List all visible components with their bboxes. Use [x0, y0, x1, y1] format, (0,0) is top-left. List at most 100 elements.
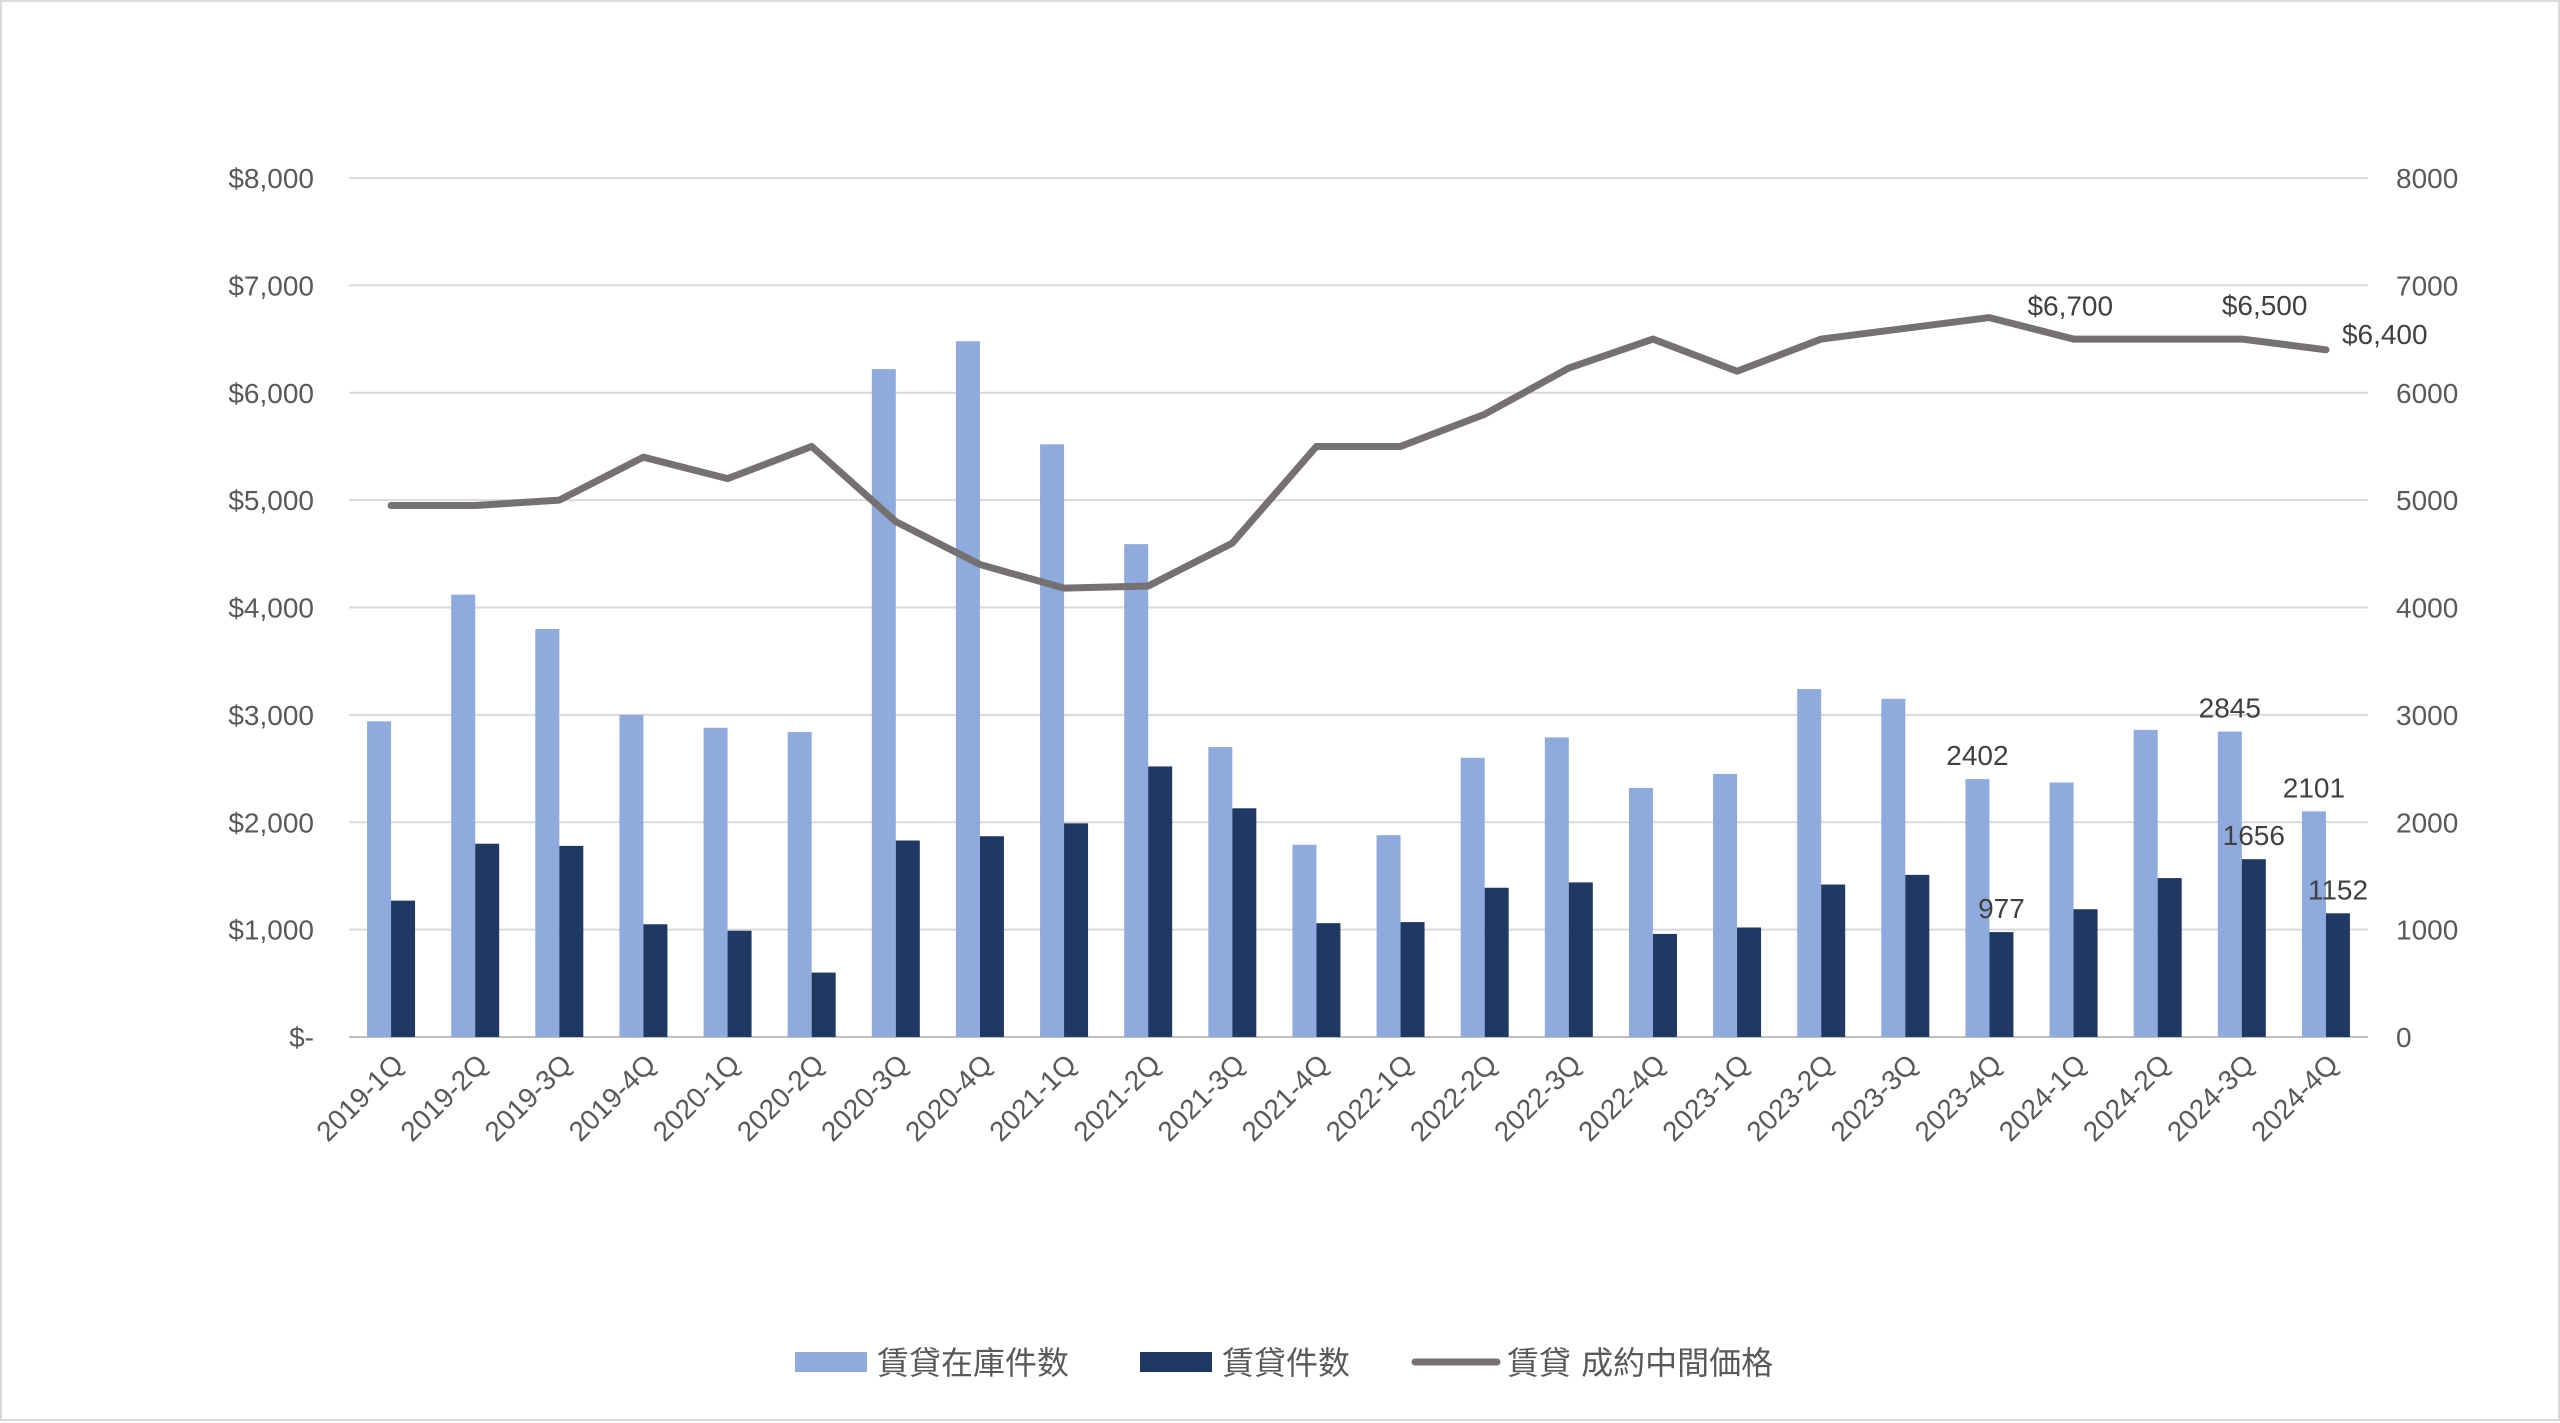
line-point — [2156, 338, 2159, 341]
x-tick-label: 2023-4Q — [1909, 1048, 2008, 1147]
bar — [643, 924, 668, 1037]
bar — [1905, 874, 1930, 1037]
data-labels: 2402 2845 2101 977 1656 1152 $6,700 $6,500 $6,40… — [1946, 290, 2427, 924]
left-axis: $- $1,000 $2,000 $3,000 $4,000 $5,000 $6,000 $7… — [228, 163, 314, 1053]
bar — [559, 845, 584, 1037]
bar — [1040, 444, 1065, 1037]
bar — [451, 594, 476, 1037]
line-point — [1063, 587, 1066, 590]
x-tick-label: 2020-3Q — [815, 1048, 914, 1147]
right-tick-label: 4000 — [2396, 593, 2458, 624]
x-tick-label: 2019-1Q — [310, 1048, 409, 1147]
bar — [1737, 927, 1762, 1037]
bar — [1544, 737, 1569, 1037]
bar — [1713, 773, 1738, 1037]
bar — [1797, 689, 1822, 1037]
bar — [2301, 811, 2326, 1037]
right-tick-label: 5000 — [2396, 485, 2458, 516]
bar — [727, 930, 752, 1037]
x-tick-label: 2023-2Q — [1740, 1048, 1839, 1147]
line-path — [387, 314, 2330, 592]
line-point — [1147, 585, 1150, 588]
bar — [1316, 923, 1341, 1037]
line-point — [642, 456, 645, 459]
x-tick-label: 2022-3Q — [1488, 1048, 1587, 1147]
bar — [703, 727, 728, 1037]
right-tick-label: 7000 — [2396, 270, 2458, 301]
bar — [2133, 729, 2158, 1037]
data-label: 2845 — [2199, 693, 2261, 724]
bar — [1484, 887, 1509, 1037]
bar — [1124, 544, 1149, 1037]
left-tick-label: $3,000 — [228, 700, 314, 731]
bar — [1148, 766, 1173, 1037]
x-tick-label: 2020-4Q — [899, 1048, 998, 1147]
data-label: 2402 — [1946, 740, 2008, 771]
right-tick-label: 3000 — [2396, 700, 2458, 731]
line-series — [387, 314, 2330, 592]
bar — [391, 900, 416, 1037]
bar — [1628, 787, 1653, 1037]
bar — [895, 840, 920, 1037]
line-point — [1988, 316, 1991, 319]
bar — [1376, 835, 1401, 1037]
x-tick-label: 2020-2Q — [731, 1048, 830, 1147]
bar — [1881, 698, 1906, 1037]
line-point — [2324, 348, 2327, 351]
x-tick-label: 2019-2Q — [394, 1048, 493, 1147]
bar-series — [367, 341, 2350, 1038]
bar — [2073, 909, 2098, 1037]
x-tick-label: 2019-4Q — [563, 1048, 662, 1147]
left-tick-label: $- — [289, 1022, 314, 1053]
x-tick-label: 2021-2Q — [1067, 1048, 1166, 1147]
legend-swatch — [795, 1352, 867, 1372]
bar — [2325, 913, 2350, 1037]
bar — [1400, 922, 1425, 1037]
x-tick-label: 2019-3Q — [479, 1048, 578, 1147]
data-label: $6,700 — [2027, 291, 2113, 322]
bar — [2049, 782, 2074, 1037]
right-tick-label: 0 — [2396, 1022, 2412, 1053]
left-tick-label: $7,000 — [228, 270, 314, 301]
line-point — [2240, 338, 2243, 341]
line-point — [1567, 367, 1570, 370]
data-label: $6,400 — [2342, 319, 2428, 350]
right-axis: 0 1000 2000 3000 4000 5000 6000 7000 8000 — [2396, 163, 2458, 1053]
x-tick-label: 2024-2Q — [2077, 1048, 2176, 1147]
legend-label: 賃貸在庫件数 — [877, 1344, 1069, 1382]
x-axis: 2019-1Q2019-2Q2019-3Q2019-4Q2020-1Q2020-… — [310, 1048, 2344, 1147]
bar — [1568, 882, 1593, 1037]
x-tick-label: 2023-1Q — [1656, 1048, 1755, 1147]
right-tick-label: 6000 — [2396, 378, 2458, 409]
legend: 賃貸在庫件数 賃貸件数 賃貸 成約中間価格 — [795, 1344, 1773, 1382]
line-point — [894, 520, 897, 523]
bar — [1292, 844, 1317, 1037]
bar — [619, 714, 644, 1037]
line-point — [1399, 445, 1402, 448]
line-point — [1651, 338, 1654, 341]
line-point — [1315, 445, 1318, 448]
x-tick-label: 2021-4Q — [1236, 1048, 1335, 1147]
right-tick-label: 2000 — [2396, 807, 2458, 838]
bar — [2157, 878, 2182, 1037]
x-tick-label: 2024-3Q — [2161, 1048, 2260, 1147]
line-point — [2072, 338, 2075, 341]
left-tick-label: $2,000 — [228, 807, 314, 838]
x-tick-label: 2022-2Q — [1404, 1048, 1503, 1147]
bar — [2241, 859, 2266, 1037]
data-label: 1152 — [2308, 874, 2368, 905]
left-tick-label: $6,000 — [228, 378, 314, 409]
line-point — [1483, 413, 1486, 416]
x-tick-label: 2021-3Q — [1152, 1048, 1251, 1147]
legend-swatch — [1140, 1352, 1212, 1372]
bar — [1989, 932, 2014, 1037]
x-tick-label: 2020-1Q — [647, 1048, 746, 1147]
left-tick-label: $5,000 — [228, 485, 314, 516]
line-point — [390, 504, 393, 507]
line-point — [1904, 327, 1907, 330]
left-tick-label: $4,000 — [228, 593, 314, 624]
left-tick-label: $8,000 — [228, 163, 314, 194]
line-point — [1231, 542, 1234, 545]
line-point — [474, 504, 477, 507]
data-label: $6,500 — [2222, 290, 2308, 321]
